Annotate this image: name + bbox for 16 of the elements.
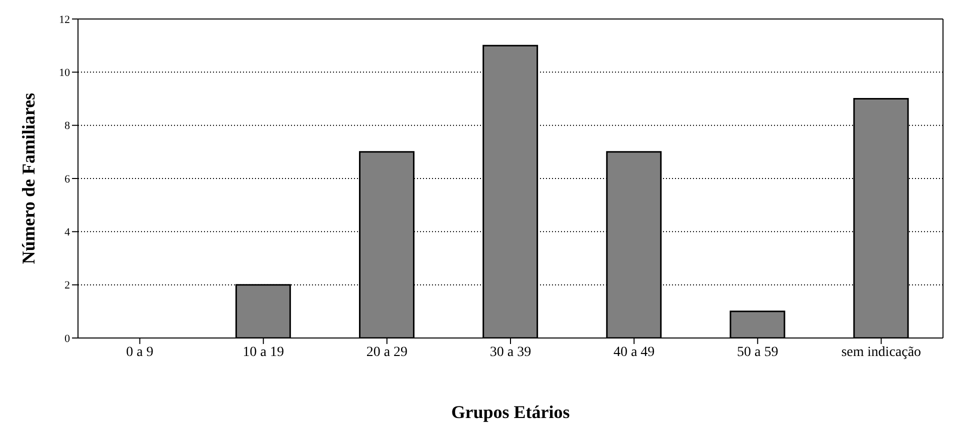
y-tick-label: 0 bbox=[64, 332, 70, 345]
x-axis-title: Grupos Etários bbox=[451, 402, 570, 422]
y-tick-label: 10 bbox=[59, 67, 70, 80]
x-tick-label: 10 a 19 bbox=[242, 344, 284, 360]
y-tick-label: 2 bbox=[64, 280, 70, 292]
x-tick-label: sem indicação bbox=[841, 344, 922, 360]
x-tick-label: 20 a 29 bbox=[366, 344, 408, 360]
x-tick-label: 0 a 9 bbox=[126, 344, 154, 360]
y-tick-label: 4 bbox=[64, 226, 70, 239]
y-axis-title: Número de Familiares bbox=[18, 92, 38, 264]
y-tick-label: 6 bbox=[64, 173, 70, 186]
x-tick-label: 40 a 49 bbox=[613, 344, 655, 360]
y-tick-label: 8 bbox=[64, 120, 70, 132]
y-tick-label: 12 bbox=[59, 14, 70, 26]
x-tick-label: 50 a 59 bbox=[737, 344, 778, 360]
x-tick-label: 30 a 39 bbox=[490, 344, 532, 360]
